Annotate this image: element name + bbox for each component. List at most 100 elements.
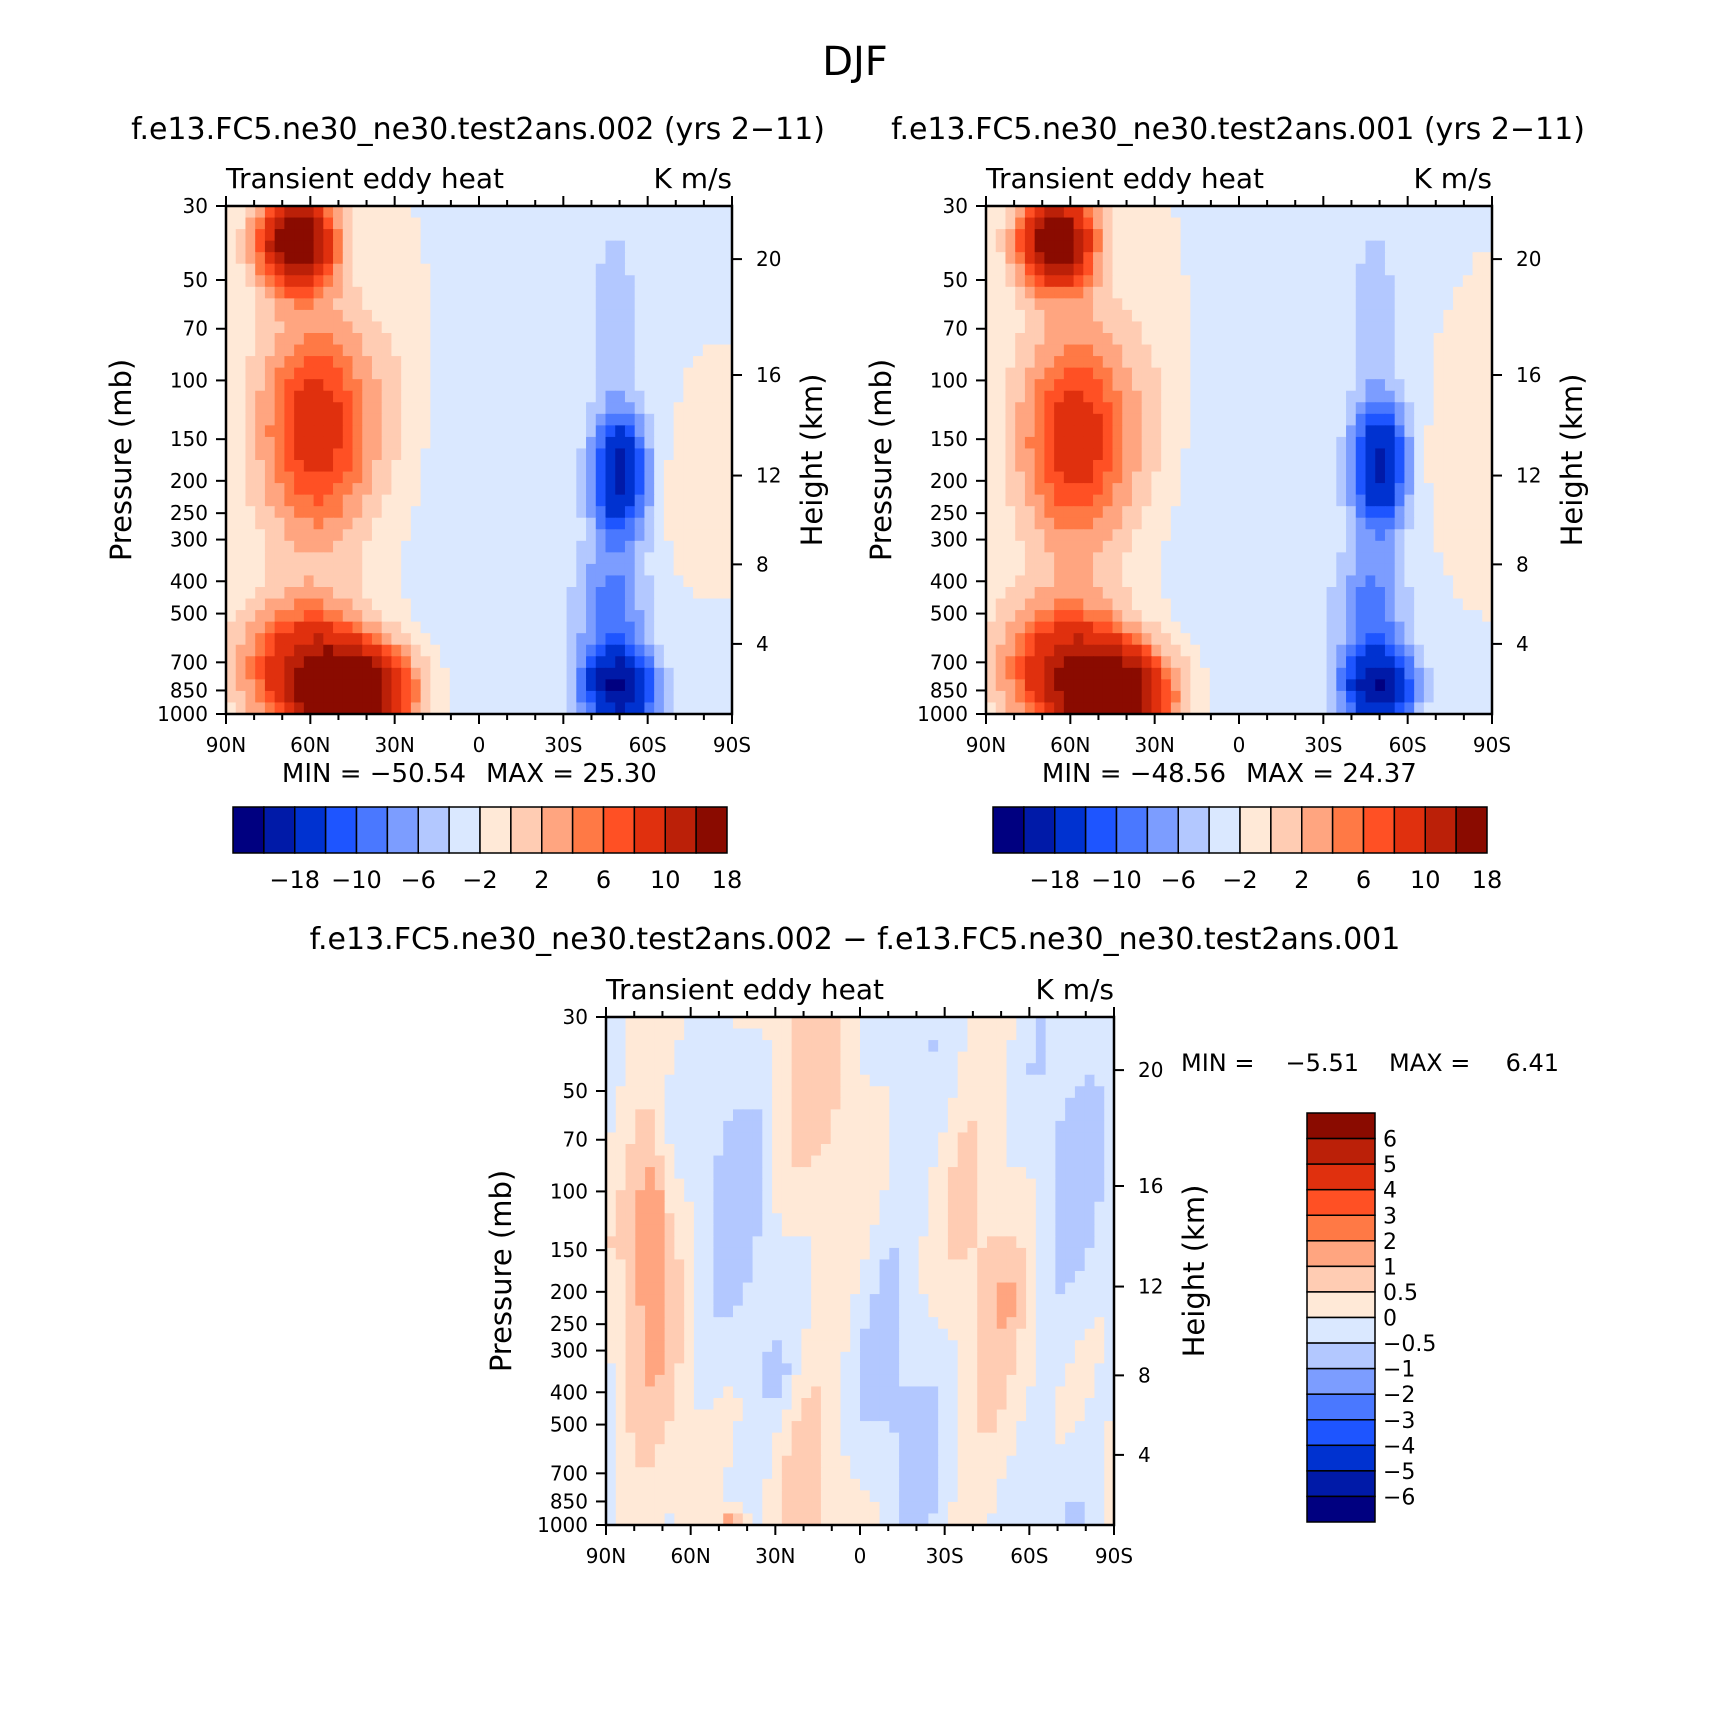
- contour-cell: [1277, 460, 1289, 473]
- contour-cell: [684, 1017, 695, 1030]
- contour-cell: [488, 217, 500, 230]
- contour-cell: [323, 344, 334, 357]
- contour-cell: [722, 356, 733, 369]
- contour-cell: [1180, 702, 1191, 715]
- contour-cell: [1482, 690, 1493, 704]
- contour-cell: [1287, 552, 1298, 565]
- contour-cell: [1054, 587, 1065, 600]
- contour-cell: [1394, 483, 1406, 496]
- contour-cell: [1229, 621, 1240, 634]
- contour-cell: [634, 621, 646, 634]
- contour-cell: [1073, 563, 1084, 577]
- contour-cell: [547, 356, 558, 369]
- contour-cell: [1423, 240, 1435, 253]
- contour-cell: [1034, 263, 1045, 276]
- contour-cell: [1346, 275, 1357, 288]
- contour-cell: [663, 367, 675, 380]
- contour-cell: [693, 275, 704, 288]
- contour-cell: [702, 367, 714, 380]
- contour-cell: [1219, 598, 1230, 611]
- contour-cell: [1384, 402, 1396, 415]
- contour-cell: [1384, 610, 1396, 623]
- contour-cell: [673, 263, 684, 276]
- contour-cell: [1112, 367, 1123, 380]
- contour-cell: [1170, 644, 1182, 657]
- contour-cell: [479, 667, 490, 680]
- contour-cell: [245, 402, 256, 415]
- contour-cell: [1336, 229, 1347, 242]
- contour-cell: [1414, 656, 1425, 669]
- contour-cell: [586, 529, 597, 542]
- contour-cell: [624, 402, 636, 415]
- contour-cell: [508, 309, 519, 323]
- contour-cell: [1229, 667, 1240, 680]
- contour-cell: [1161, 598, 1172, 611]
- contour-cell: [1015, 298, 1026, 311]
- contour-cell: [1141, 321, 1153, 334]
- contour-cell: [938, 1017, 949, 1030]
- contour-cell: [1161, 252, 1172, 265]
- contour-cell: [722, 367, 733, 380]
- contour-cell: [1063, 633, 1075, 646]
- contour-cell: [1034, 667, 1045, 680]
- contour-cell: [284, 610, 295, 623]
- contour-cell: [1287, 286, 1298, 299]
- contour-cell: [226, 436, 237, 450]
- contour-cell: [449, 587, 461, 600]
- contour-cell: [410, 321, 422, 334]
- contour-cell: [654, 633, 665, 646]
- contour-cell: [245, 540, 256, 553]
- contour-cell: [566, 436, 577, 450]
- contour-cell: [1336, 529, 1347, 542]
- contour-cell: [1209, 690, 1221, 704]
- contour-cell: [1209, 413, 1221, 426]
- contour-cell: [1093, 263, 1104, 276]
- contour-cell: [1258, 483, 1269, 496]
- contour-cell: [1161, 448, 1172, 461]
- contour-cell: [605, 298, 616, 311]
- contour-cell: [313, 333, 324, 346]
- contour-cell: [1268, 656, 1279, 669]
- y-tick-label: 700: [930, 650, 968, 674]
- contour-cell: [1209, 309, 1221, 323]
- contour-cell: [235, 702, 247, 715]
- contour-cell: [479, 425, 490, 438]
- contour-cell: [673, 309, 684, 323]
- contour-cell: [615, 309, 626, 323]
- contour-cell: [410, 517, 422, 530]
- contour-cell: [1248, 321, 1260, 334]
- contour-cell: [371, 587, 383, 600]
- contour-cell: [430, 229, 441, 242]
- contour-cell: [1433, 656, 1444, 669]
- contour-cell: [1239, 494, 1250, 507]
- contour-cell: [1065, 1017, 1076, 1030]
- contour-cell: [401, 633, 412, 646]
- contour-cell: [1005, 413, 1016, 426]
- contour-cell: [1375, 517, 1386, 530]
- contour-cell: [1307, 483, 1318, 496]
- contour-cell: [1054, 506, 1065, 519]
- contour-cell: [1336, 540, 1347, 553]
- contour-cell: [547, 667, 558, 680]
- contour-cell: [1093, 702, 1104, 715]
- contour-cell: [1219, 621, 1230, 634]
- contour-cell: [702, 252, 714, 265]
- contour-cell: [1131, 598, 1143, 611]
- contour-cell: [459, 656, 470, 669]
- contour-cell: [459, 206, 470, 219]
- contour-cell: [284, 517, 295, 530]
- contour-cell: [1141, 309, 1153, 323]
- contour-cell: [1365, 229, 1376, 242]
- contour-cell: [547, 621, 558, 634]
- contour-cell: [615, 610, 626, 623]
- contour-cell: [605, 633, 616, 646]
- contour-cell: [1073, 240, 1084, 253]
- contour-cell: [1346, 644, 1357, 657]
- contour-cell: [1044, 540, 1055, 553]
- contour-cell: [245, 275, 256, 288]
- contour-cell: [1190, 390, 1201, 403]
- contour-cell: [1297, 413, 1308, 426]
- contour-cell: [1248, 379, 1260, 392]
- contour-cell: [595, 552, 607, 565]
- contour-cell: [264, 460, 276, 473]
